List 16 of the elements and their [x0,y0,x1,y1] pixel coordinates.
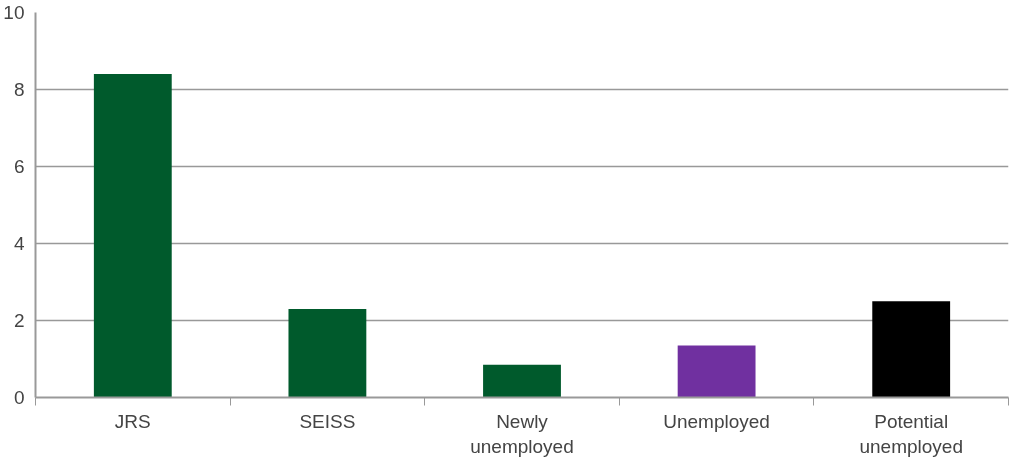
bar [872,301,951,398]
x-tick-label: Potential unemployed [859,410,963,457]
y-tick-label: 4 [13,233,25,254]
y-tick-label: 0 [13,387,25,408]
y-tick-label: 2 [13,310,25,331]
x-tick-label: Newly unemployed [470,410,574,457]
bar [93,74,172,398]
x-tick-label: Unemployed [663,410,770,432]
x-tick-label: SEISS [299,410,356,432]
y-tick-label: 10 [3,2,25,23]
bar [677,345,756,398]
y-tick-label: 8 [13,79,25,100]
x-tick-label: JRS [114,410,151,432]
bar [288,308,367,398]
y-tick-label: 6 [13,156,25,177]
bar [483,364,561,398]
